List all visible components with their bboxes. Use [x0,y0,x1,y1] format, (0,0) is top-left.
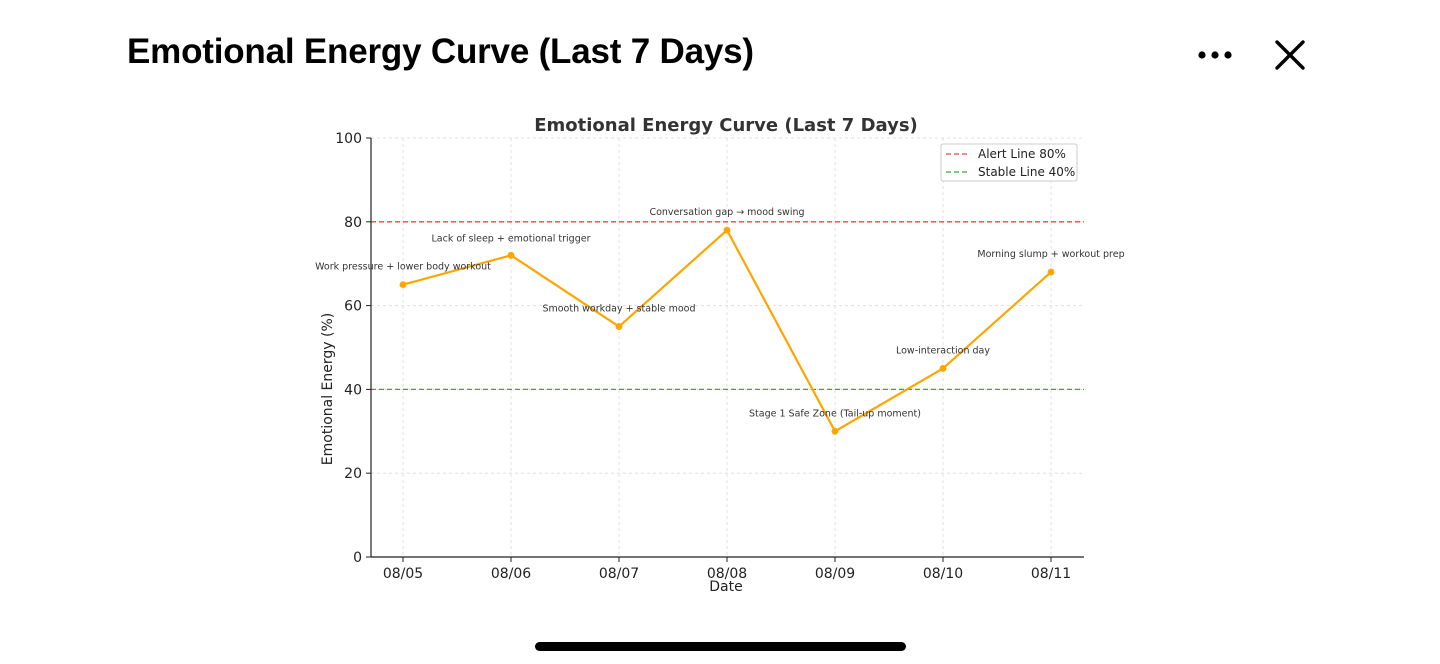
x-axis-label: Date [709,579,742,595]
series-layer [399,226,1055,435]
y-tick-label: 0 [353,550,362,566]
more-horizontal-icon [1198,51,1232,59]
y-tick-label: 40 [344,382,362,398]
annotation-label: Smooth workday + stable mood [542,304,695,315]
chart-container: Emotional Energy Curve (Last 7 Days) 0 20… [310,105,1140,605]
data-point [1047,268,1055,276]
app-header: Emotional Energy Curve (Last 7 Days) [0,0,1440,110]
annotation-label: Stage 1 Safe Zone (Tail-up moment) [749,408,921,419]
annotation-label: Morning slump + workout prep [977,249,1124,260]
data-point [507,251,515,259]
x-tick-label: 08/06 [491,566,531,582]
page-title: Emotional Energy Curve (Last 7 Days) [127,32,754,71]
annotation-label: Low-interaction day [896,345,990,356]
legend: Alert Line 80% Stable Line 40% [940,143,1078,182]
home-indicator[interactable] [535,642,906,651]
chart-title: Emotional Energy Curve (Last 7 Days) [534,115,918,136]
y-axis-label: Emotional Energy (%) [320,313,336,465]
x-tick-label: 08/10 [923,566,963,582]
close-button[interactable] [1268,33,1312,77]
annotation-label: Lack of sleep + emotional trigger [431,233,590,244]
more-options-button[interactable] [1192,36,1238,74]
annotations: Work pressure + lower body workout Lack o… [315,207,1125,419]
reference-lines [371,221,1084,391]
data-point [939,365,947,372]
axes: 0 20 40 60 80 100 08/05 08/06 08/07 08/08 08/09 08/… [335,131,1084,582]
x-tick-label: 08/08 [707,566,747,582]
emotional-energy-chart: Emotional Energy Curve (Last 7 Days) 0 20… [315,115,1125,595]
legend-box [940,143,1078,182]
data-point [399,281,407,289]
legend-label: Stable Line 40% [978,165,1075,179]
data-point [831,427,839,435]
annotation-label: Conversation gap → mood swing [649,207,804,218]
x-tick-label: 08/11 [1031,566,1071,582]
x-tick-label: 08/09 [815,566,855,582]
y-tick-label: 80 [344,215,362,231]
x-tick-label: 08/07 [599,566,639,582]
x-tick-label: 08/05 [383,566,423,582]
close-icon [1275,40,1305,70]
annotation-label: Work pressure + lower body workout [315,262,491,273]
legend-label: Alert Line 80% [978,147,1066,161]
y-tick-label: 60 [344,299,362,315]
data-point [615,323,623,330]
y-tick-label: 20 [344,466,362,482]
y-tick-label: 100 [335,131,362,147]
data-point [723,226,731,234]
